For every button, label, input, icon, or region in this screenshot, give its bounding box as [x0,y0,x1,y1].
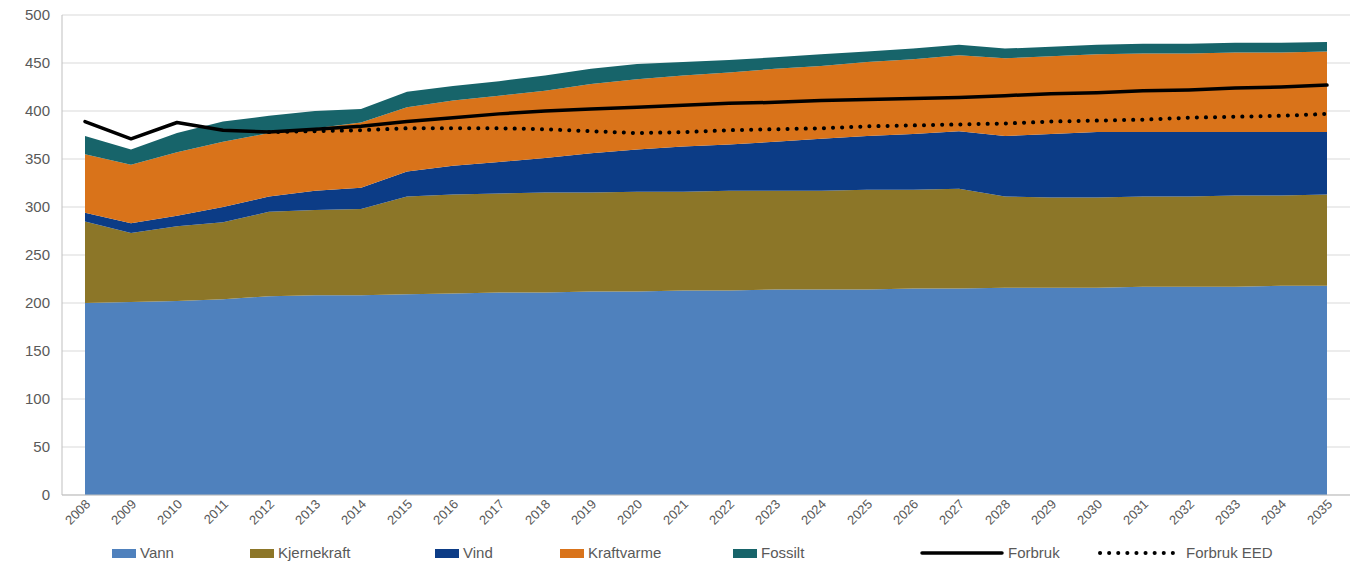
x-axis [62,495,1350,496]
y-tick-label: 350 [25,150,50,167]
x-tick-label: 2034 [1258,497,1289,528]
x-tick-label: 2012 [246,497,277,528]
y-tick-label: 100 [25,390,50,407]
x-tick-label: 2010 [154,497,185,528]
x-tick-label: 2020 [614,497,645,528]
legend-label: Kjernekraft [278,544,351,561]
x-tick-label: 2009 [108,497,139,528]
y-axis [62,15,63,495]
area [85,42,1327,165]
line [269,114,1327,133]
x-tick-label: 2032 [1166,497,1197,528]
x-tick-label: 2008 [62,497,93,528]
x-tick-label: 2025 [844,497,875,528]
x-tick-label: 2026 [890,497,921,528]
x-tick-label: 2027 [936,497,967,528]
x-tick-label: 2019 [568,497,599,528]
chart: 0 50 100 150 200 250 300 350 400 450 500 2008 2009 20… [0,0,1369,575]
legend-swatch [733,549,757,558]
grid-line [62,15,1350,16]
x-tick-label: 2013 [292,497,323,528]
x-tick-label: 2017 [476,497,507,528]
x-tick-label: 2011 [201,497,231,527]
legend-swatch [560,549,584,558]
legend-label: Fossilt [761,544,805,561]
legend-swatch [922,551,1002,555]
y-tick-label: 450 [25,54,50,71]
x-tick-label: 2028 [982,497,1013,528]
x-tick-label: 2035 [1304,497,1335,528]
legend-swatch [112,549,136,558]
x-tick-label: 2014 [338,497,369,528]
legend: Vann Kjernekraft Vind Kraftvarme Fossilt Forb… [112,544,1273,561]
legend-swatch [435,549,459,558]
x-tick-label: 2022 [706,497,737,528]
legend-swatch [1100,551,1180,555]
y-tick-label: 50 [33,438,50,455]
x-tick-label: 2015 [384,497,415,528]
grid-line [62,495,1350,496]
y-tick-label: 0 [42,486,50,503]
legend-label: Kraftvarme [588,544,661,561]
x-tick-label: 2029 [1028,497,1059,528]
x-tick-label: 2018 [522,497,553,528]
area [85,51,1327,223]
legend-label: Vind [463,544,493,561]
legend-swatch [250,549,274,558]
plot-area [85,42,1327,495]
legend-label: Forbruk EED [1186,544,1273,561]
area [85,286,1327,495]
y-tick-label: 400 [25,102,50,119]
x-tick-label: 2021 [660,497,691,528]
y-tick-label: 250 [25,246,50,263]
x-tick-label: 2016 [430,497,461,528]
x-tick-label: 2024 [798,497,829,528]
x-tick-label: 2023 [752,497,783,528]
y-tick-label: 300 [25,198,50,215]
y-tick-label: 200 [25,294,50,311]
legend-label: Forbruk [1008,544,1060,561]
line [85,85,1327,139]
legend-label: Vann [140,544,174,561]
y-tick-label: 500 [25,6,50,23]
y-tick-label: 150 [25,342,50,359]
x-tick-label: 2030 [1074,497,1105,528]
x-tick-label: 2033 [1212,497,1243,528]
x-tick-label: 2031 [1120,497,1151,528]
